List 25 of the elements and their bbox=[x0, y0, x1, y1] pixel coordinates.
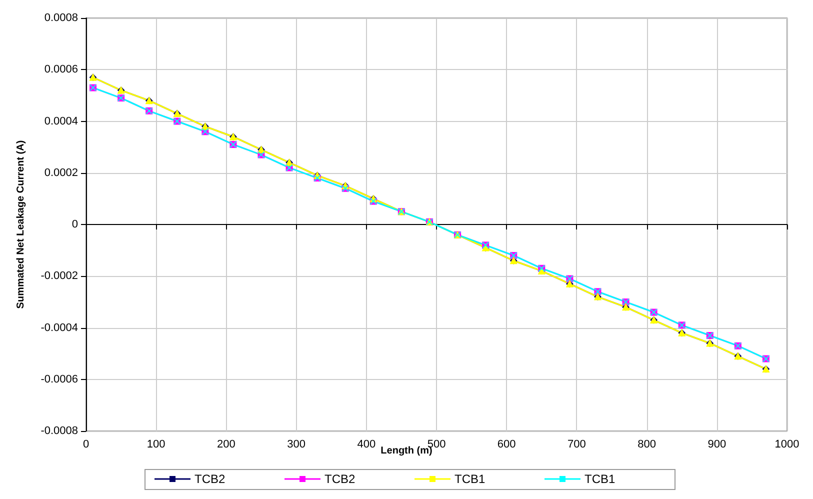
x-tick-label: 400 bbox=[357, 438, 376, 450]
x-tick-label: 0 bbox=[82, 438, 90, 450]
x-tick-label: 200 bbox=[217, 438, 236, 450]
x-tick-label: 900 bbox=[708, 438, 726, 450]
legend-label: TCB1 bbox=[584, 472, 616, 486]
y-tick-label: -0.0006 bbox=[40, 373, 78, 386]
x-tick-label: 100 bbox=[146, 438, 166, 450]
y-tick-label: 0.0006 bbox=[44, 64, 78, 76]
y-tick-label: 0 bbox=[72, 218, 78, 230]
y-tick-label: 0.0002 bbox=[44, 166, 78, 179]
y-tick-label: -0.0002 bbox=[40, 270, 78, 282]
y-tick-label: -0.0004 bbox=[40, 322, 78, 334]
legend-label: TCB2 bbox=[324, 472, 356, 486]
y-tick-label: -0.0008 bbox=[40, 425, 78, 437]
x-tick-label: 700 bbox=[568, 438, 586, 450]
x-axis-title: Length (m) bbox=[380, 446, 432, 456]
x-tick-label: 600 bbox=[497, 438, 516, 450]
y-tick-label: 0.0004 bbox=[44, 115, 78, 128]
x-tick-label: 1000 bbox=[774, 438, 800, 450]
legend-label: TCB2 bbox=[194, 472, 226, 486]
y-axis-title: Summated Net Leakage Current (A) bbox=[16, 140, 26, 309]
x-tick-label: 300 bbox=[287, 438, 306, 450]
legend-label: TCB1 bbox=[454, 472, 486, 486]
y-tick-label: 0.0008 bbox=[44, 12, 78, 24]
x-tick-label: 800 bbox=[638, 438, 656, 450]
